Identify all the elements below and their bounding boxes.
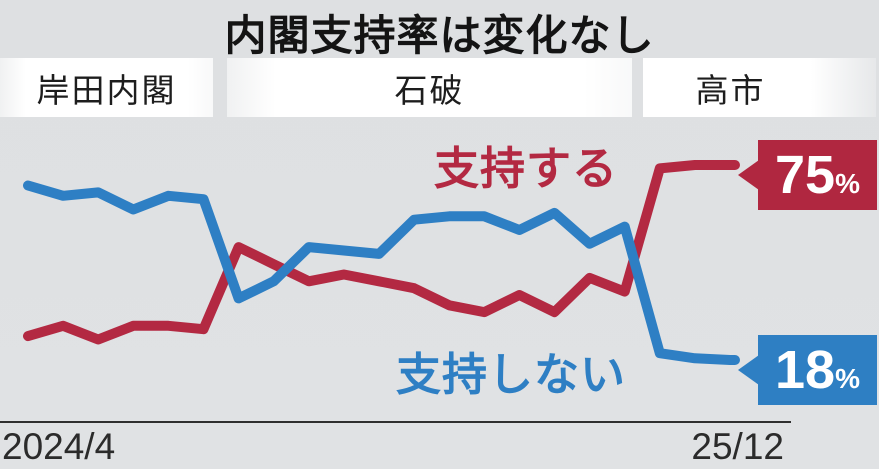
approve-value-badge: 75% [758,140,877,210]
x-axis-start-label: 2024/4 [2,426,116,467]
chart-title: 内閣支持率は変化なし [224,12,655,59]
disapprove-value-badge: 18% [758,335,877,405]
era-band-takaichi: 高市 [643,58,876,117]
disapprove-series-label: 支持しない [396,349,627,400]
approve-unit: % [835,168,860,199]
x-axis-line [0,421,791,423]
era-band-ishiba-label: 石破 [394,71,465,109]
approve-value: 75 [775,145,836,205]
approve-line [23,160,740,345]
approve-series-label: 支持する [434,143,619,194]
disapprove-value: 18 [775,340,836,400]
era-band-ishiba: 石破 [227,58,632,117]
era-band-kishida: 岸田内閣 [0,58,213,117]
era-band-kishida-label: 岸田内閣 [36,71,177,109]
disapprove-unit: % [835,363,860,394]
x-axis-end-label: 25/12 [691,426,784,467]
disapprove-line [23,180,740,365]
era-band-takaichi-label: 高市 [695,71,766,109]
